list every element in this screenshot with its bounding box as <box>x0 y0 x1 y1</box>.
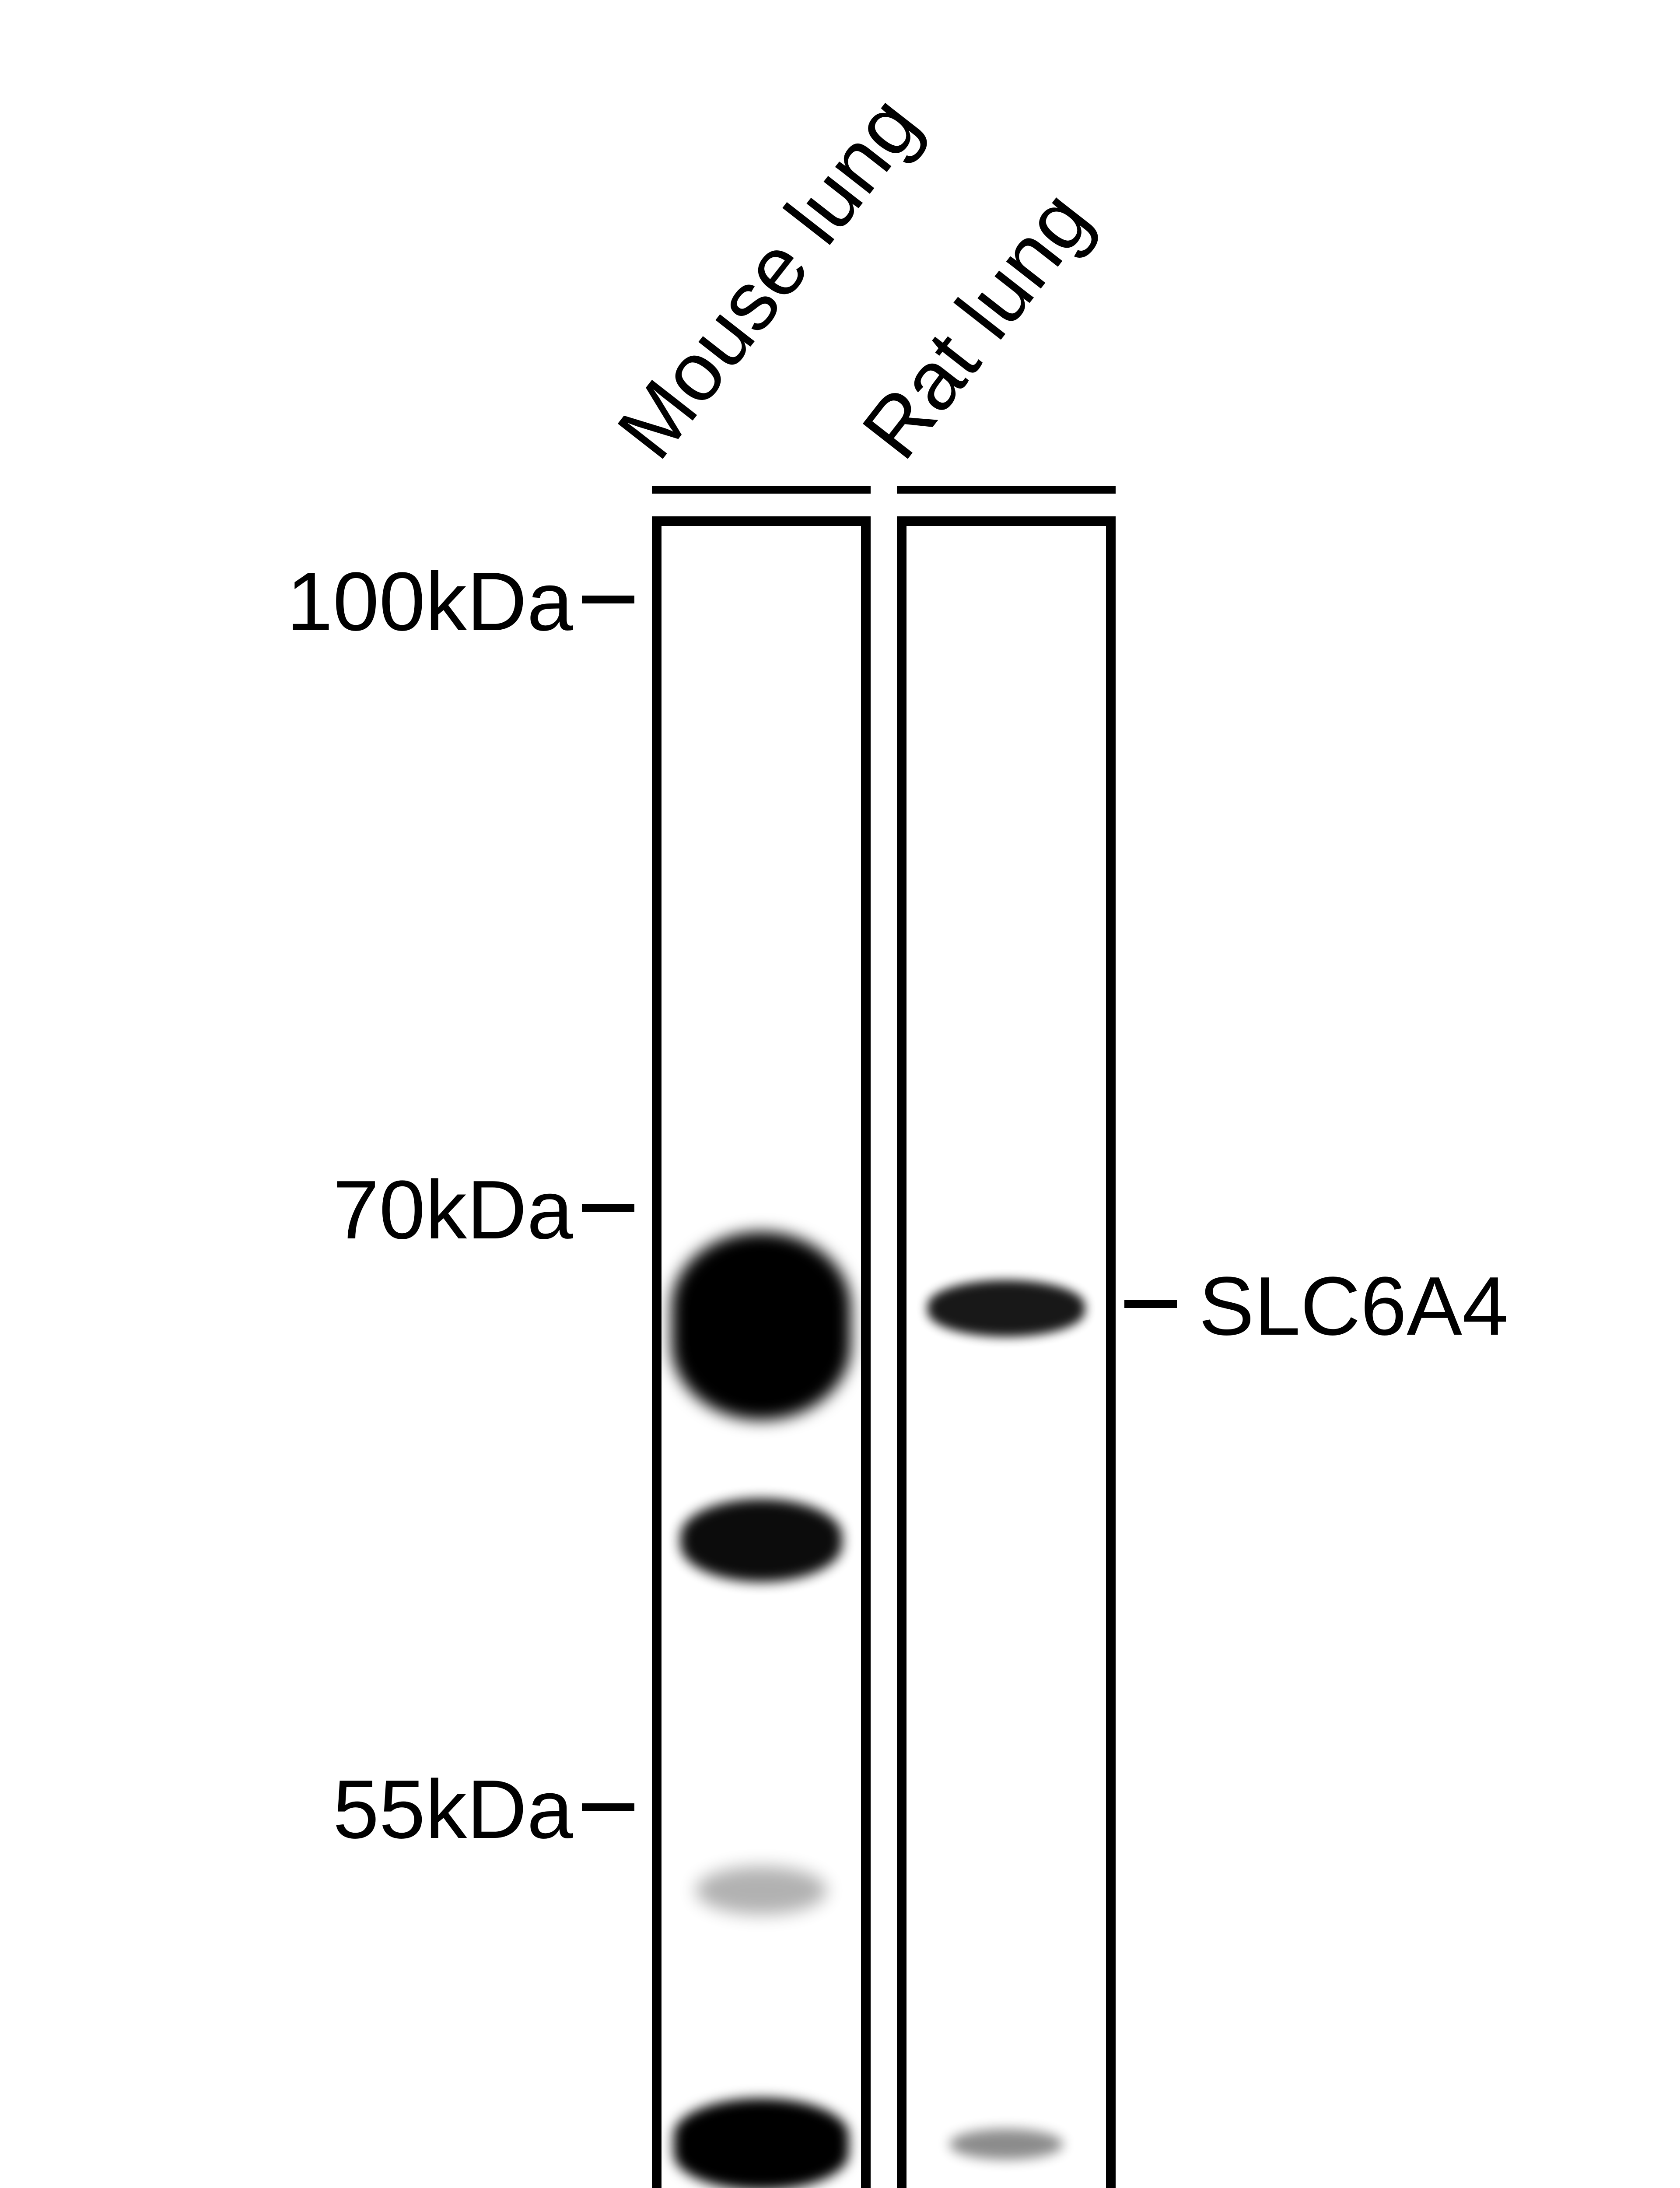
band-lane1-3 <box>674 2098 849 2188</box>
western-blot-figure: 100kDa 70kDa 55kDa 40kDa 35kDa Mouse lun… <box>0 0 1680 2188</box>
lane-border-left <box>897 516 906 2188</box>
target-tick <box>1124 1300 1177 1308</box>
mw-label-55: 55kDa <box>179 1762 573 1857</box>
lane-border-right <box>861 516 871 2188</box>
lane-border-left <box>652 516 662 2188</box>
band-lane2-0 <box>928 1280 1085 1337</box>
band-lane1-1 <box>680 1499 842 1582</box>
target-label: SLC6A4 <box>1199 1259 1508 1354</box>
lane-mouse-lung <box>652 516 871 2188</box>
band-lane1-2 <box>696 1866 827 1914</box>
column-underline-2 <box>897 486 1116 494</box>
mw-tick-100 <box>582 596 634 603</box>
mw-label-70: 70kDa <box>179 1162 573 1258</box>
mw-label-100: 100kDa <box>179 554 573 649</box>
band-lane1-0 <box>672 1232 851 1420</box>
mw-tick-55 <box>582 1803 634 1811</box>
column-underline-1 <box>652 486 871 494</box>
column-label-rat-lung: Rat lung <box>844 173 1109 476</box>
lane-rat-lung <box>897 516 1116 2188</box>
band-lane2-1 <box>949 2129 1063 2160</box>
lane-border-top <box>652 516 871 526</box>
mw-tick-70 <box>582 1204 634 1212</box>
lane-border-top <box>897 516 1116 526</box>
lane-border-right <box>1106 516 1116 2188</box>
